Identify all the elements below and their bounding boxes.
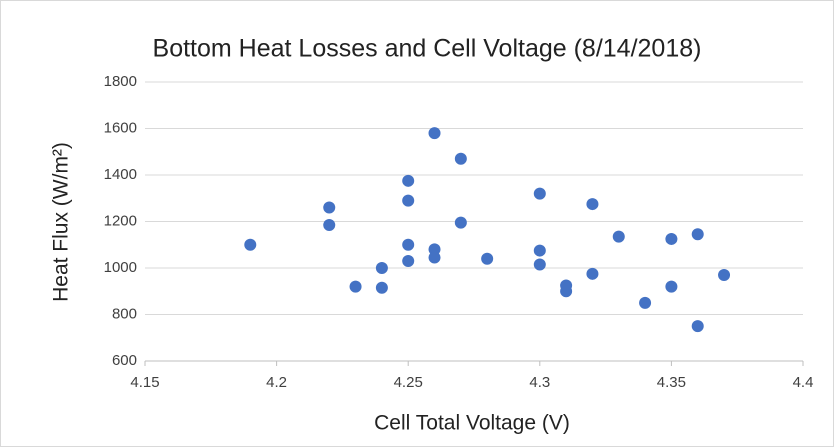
point bbox=[639, 296, 652, 309]
point bbox=[323, 201, 336, 214]
point bbox=[402, 238, 415, 251]
point bbox=[375, 281, 388, 294]
point bbox=[612, 230, 625, 243]
chart-title: Bottom Heat Losses and Cell Voltage (8/1… bbox=[153, 35, 702, 63]
point bbox=[718, 268, 731, 281]
y-tick-label: 600 bbox=[112, 352, 137, 369]
point bbox=[586, 267, 599, 280]
point bbox=[428, 251, 441, 264]
point bbox=[691, 228, 704, 241]
y-tick-label: 1600 bbox=[104, 119, 137, 136]
point bbox=[349, 280, 362, 293]
point bbox=[665, 232, 678, 245]
point bbox=[665, 280, 678, 293]
point bbox=[533, 258, 546, 271]
y-tick-label: 1200 bbox=[104, 212, 137, 229]
point bbox=[586, 198, 599, 211]
x-tick-label: 4.35 bbox=[657, 374, 686, 391]
point bbox=[533, 244, 546, 257]
point bbox=[402, 174, 415, 187]
x-tick-label: 4.25 bbox=[394, 374, 423, 391]
x-tick-label: 4.4 bbox=[793, 374, 814, 391]
x-tick-label: 4.3 bbox=[529, 374, 550, 391]
point bbox=[402, 255, 415, 268]
point bbox=[691, 320, 704, 333]
point bbox=[533, 187, 546, 200]
point bbox=[323, 218, 336, 231]
point bbox=[244, 238, 257, 251]
x-axis-label: Cell Total Voltage (V) bbox=[374, 412, 570, 435]
point bbox=[375, 262, 388, 274]
x-tick-label: 4.2 bbox=[266, 374, 287, 391]
y-tick-label: 800 bbox=[112, 305, 137, 322]
point bbox=[454, 152, 467, 165]
point bbox=[481, 252, 494, 265]
y-tick-label: 1400 bbox=[104, 166, 137, 183]
point bbox=[402, 194, 415, 207]
y-tick-label: 1000 bbox=[104, 259, 137, 276]
x-tick-label: 4.15 bbox=[130, 374, 159, 391]
point bbox=[560, 285, 573, 298]
y-tick-label: 1800 bbox=[104, 73, 137, 90]
y-axis-label: Heat Flux (W/m²) bbox=[50, 142, 73, 302]
point bbox=[454, 216, 467, 229]
point bbox=[428, 127, 441, 140]
